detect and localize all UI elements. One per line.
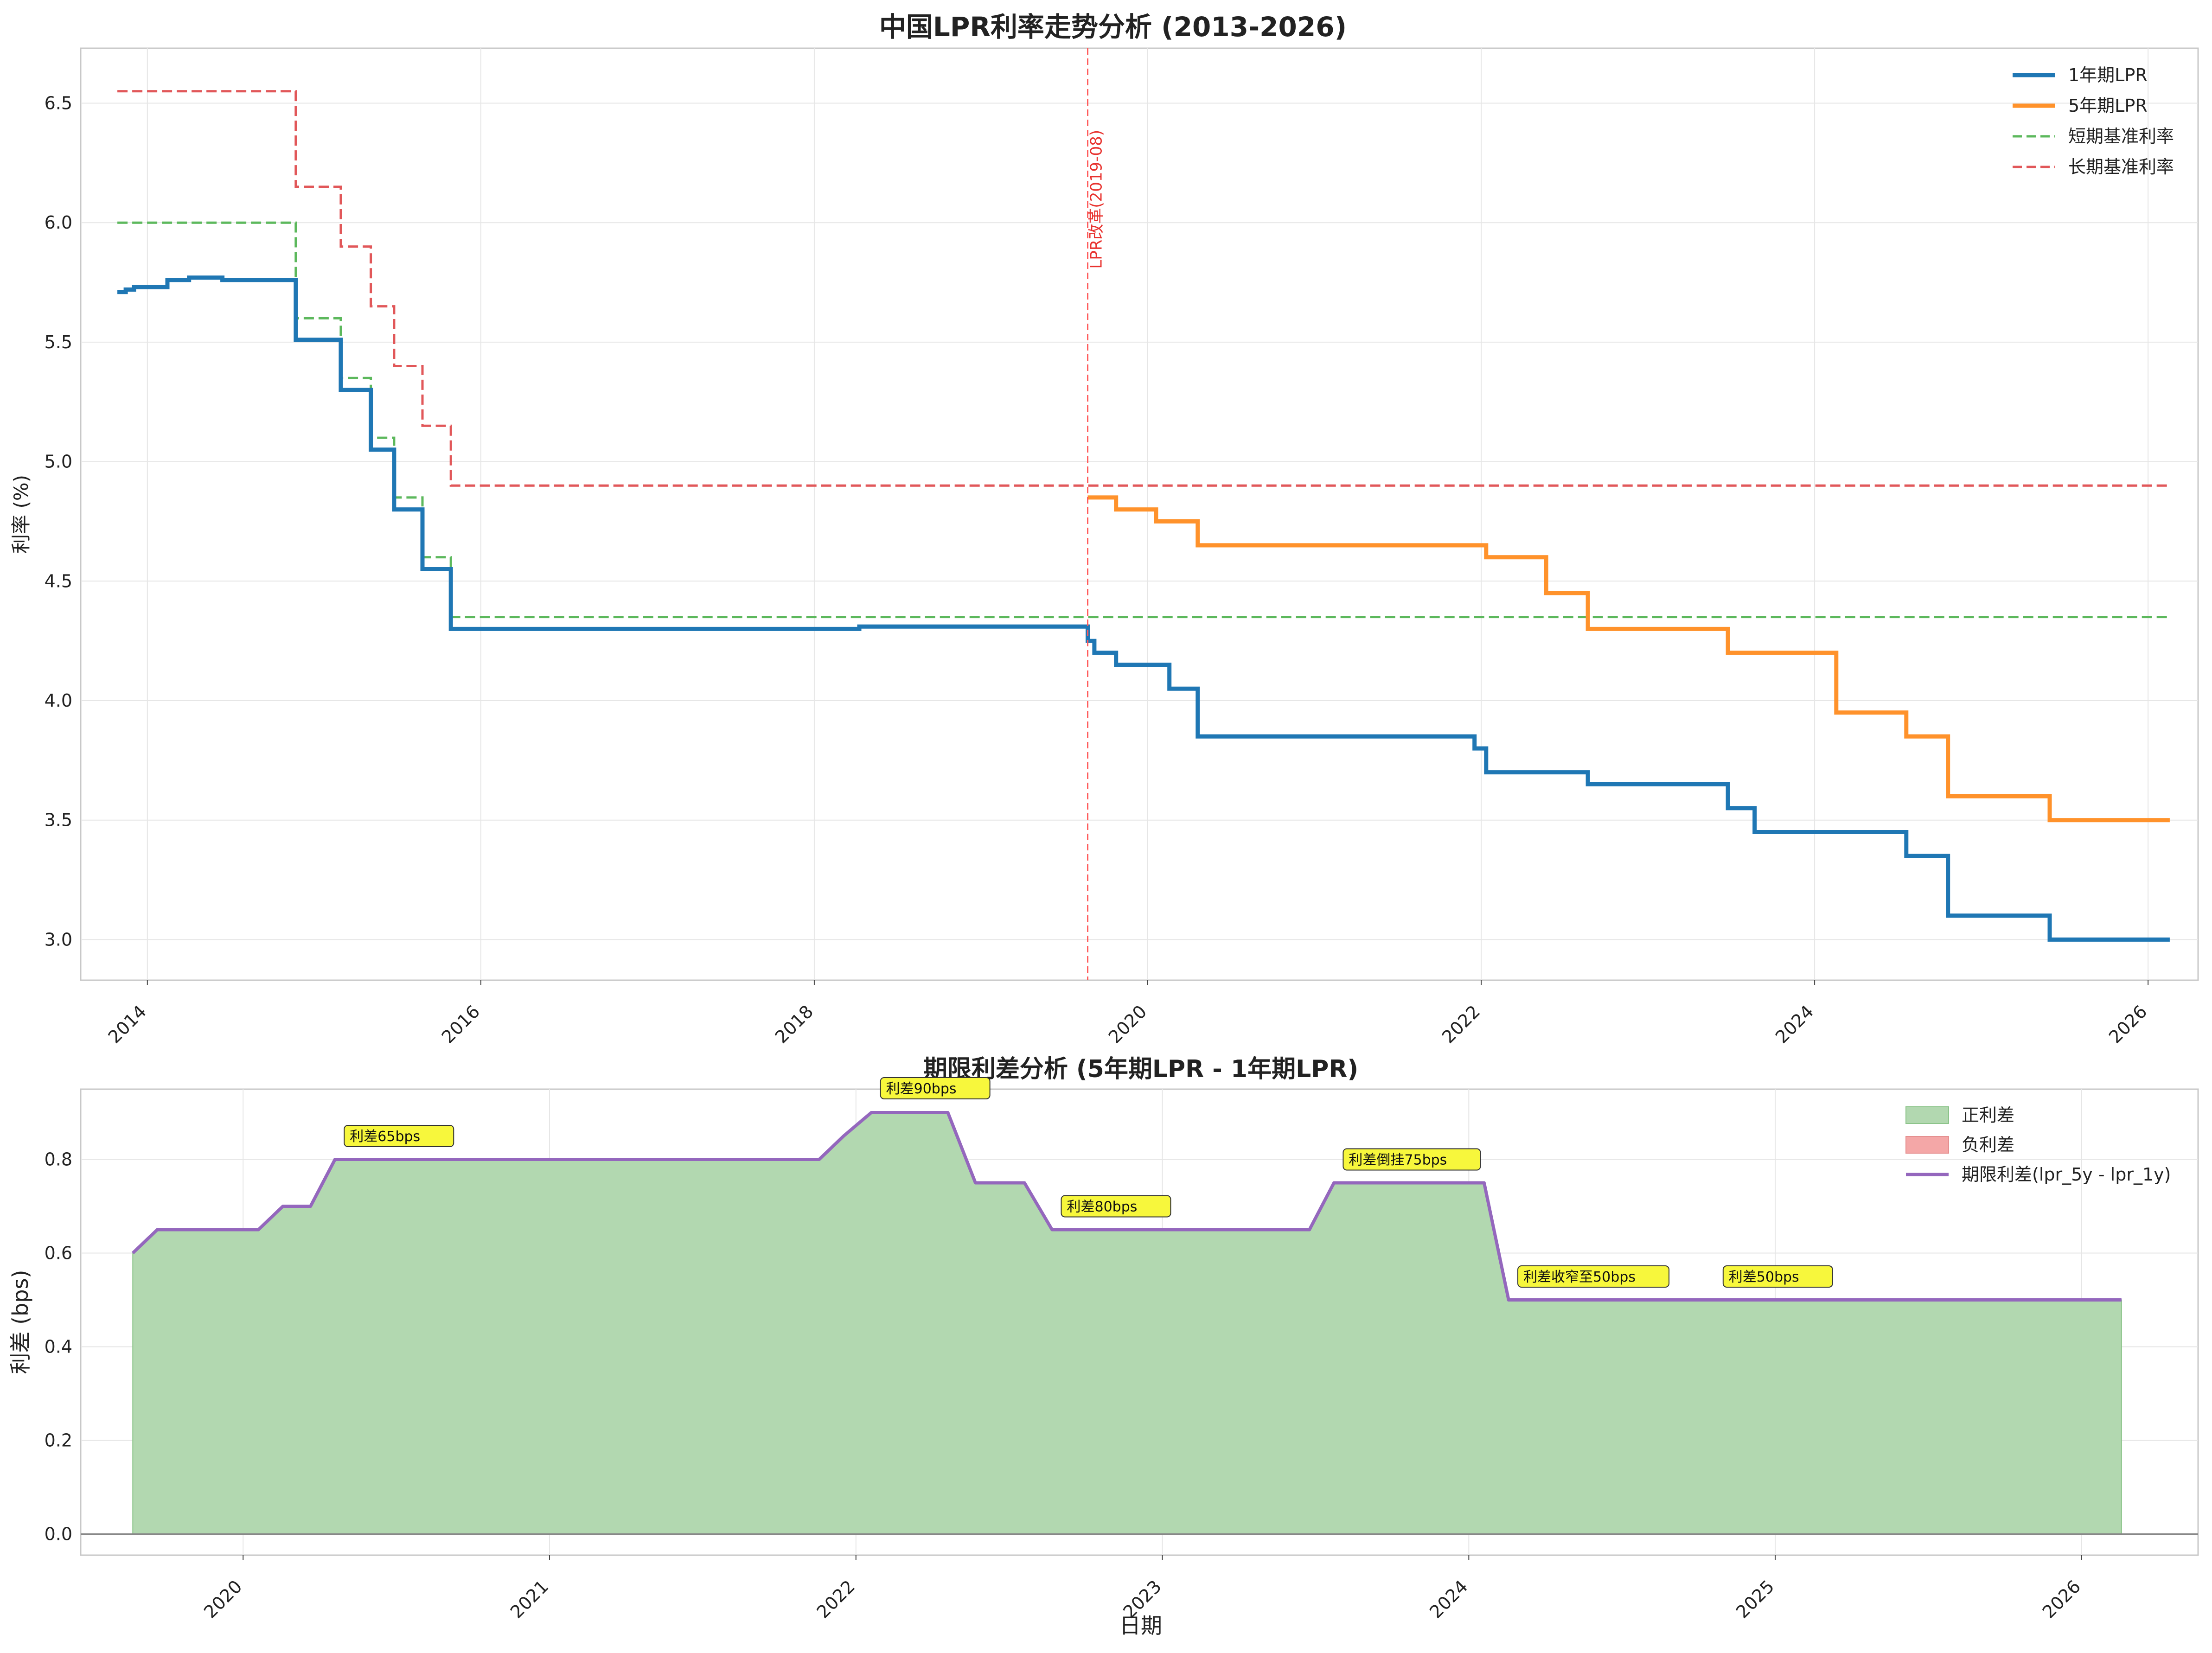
rate-trend-x-tick-label: 2022 <box>1438 1001 1484 1047</box>
legend-swatch-positive-fill <box>1905 1106 1949 1124</box>
spread-annotation-text: 利差65bps <box>350 1129 420 1145</box>
series-line-lpr-5y <box>1087 495 2170 823</box>
rate-trend-title: 中国LPR利率走势分析 (2013-2026) <box>879 11 1347 43</box>
rate-trend-y-tick-label: 3.0 <box>45 929 72 950</box>
legend-label-lpr-1y: 1年期LPR <box>2068 65 2148 85</box>
rate-trend-y-tick-label: 4.5 <box>45 571 72 591</box>
spread-annotation-text: 利差收窄至50bps <box>1523 1269 1636 1285</box>
spread-annotation-text: 利差倒挂75bps <box>1349 1152 1447 1168</box>
spread-annotation-text: 利差80bps <box>1067 1199 1138 1215</box>
spread-x-tick-label: 2021 <box>506 1576 553 1622</box>
rate-trend-panel: 中国LPR利率走势分析 (2013-2026) 利率 (%) 2014 2016 2… <box>10 11 2199 1047</box>
spread-annotation-box <box>880 1077 991 1099</box>
spread-panel: 期限利差分析 (5年期LPR - 1年期LPR) 利差 (bps) 日期 202… <box>8 1055 2199 1638</box>
spread-annotation-box <box>1061 1195 1171 1218</box>
rate-trend-series: LPR改革(2019-08) <box>117 48 2170 980</box>
legend-swatch-negative-fill <box>1905 1136 1949 1154</box>
series-line-short-base <box>117 221 2170 619</box>
spread-y-tick-label: 0.6 <box>45 1243 72 1264</box>
rate-trend-y-tick-label: 5.0 <box>45 452 72 472</box>
spread-annotation-box <box>1722 1265 1833 1288</box>
positive-spread-area <box>132 1112 2122 1535</box>
lpr-reform-label: LPR改革(2019-08) <box>1087 130 1106 269</box>
spread-x-tick-label: 2020 <box>200 1576 246 1622</box>
rate-trend-y-tick-label: 6.0 <box>45 212 72 233</box>
rate-trend-x-tick-label: 2026 <box>2105 1001 2151 1047</box>
spread-y-axis-label: 利差 (bps) <box>8 1270 33 1374</box>
spread-y-tick-label: 0.4 <box>45 1337 72 1357</box>
spread-x-tick-label: 2022 <box>813 1576 859 1622</box>
spread-x-tick-label: 2025 <box>1732 1576 1778 1622</box>
rate-trend-grid <box>81 48 2198 980</box>
spread-y-tick-label: 0.0 <box>45 1524 72 1545</box>
rate-trend-y-axis-label: 利率 (%) <box>10 475 32 554</box>
rate-trend-y-tick-label: 5.5 <box>45 332 72 352</box>
spread-annotation: 利差80bps <box>1061 1195 1171 1218</box>
rate-trend-y-tick-label: 4.0 <box>45 690 72 711</box>
rate-trend-x-tick-label: 2018 <box>771 1001 818 1047</box>
spread-y-tick-label: 0.2 <box>45 1430 72 1451</box>
spread-title: 期限利差分析 (5年期LPR - 1年期LPR) <box>923 1055 1358 1083</box>
spread-series <box>81 1111 2198 1535</box>
spread-annotation: 利差65bps <box>344 1125 454 1148</box>
spread-annotation-box <box>1343 1148 1481 1171</box>
legend-label-long-base: 长期基准利率 <box>2068 157 2174 177</box>
spread-y-tick-label: 0.8 <box>45 1149 72 1170</box>
spread-x-tick-label: 2026 <box>2039 1576 2085 1622</box>
rate-trend-y-tick-label: 3.5 <box>45 810 72 830</box>
series-line-long-base <box>117 90 2170 487</box>
rate-trend-x-tick-label: 2020 <box>1105 1001 1151 1047</box>
rate-trend-x-tick-label: 2016 <box>438 1001 484 1047</box>
spread-line <box>131 1111 2122 1302</box>
spread-annotation-text: 利差90bps <box>886 1081 957 1097</box>
spread-annotation: 利差50bps <box>1722 1265 1833 1288</box>
rate-trend-plot-frame <box>80 47 2199 981</box>
spread-plot-frame <box>80 1088 2199 1556</box>
rate-trend-x-tick-label: 2024 <box>1771 1001 1818 1047</box>
legend-label-positive-fill: 正利差 <box>1962 1105 2014 1125</box>
legend-label-lpr-5y: 5年期LPR <box>2068 96 2148 116</box>
spread-annotations: 利差65bps 利差90bps 利差80bps 利差倒挂75bps 利差收窄至50bps… <box>344 1077 1833 1288</box>
series-line-lpr-1y <box>117 275 2170 942</box>
legend-label-spread-line: 期限利差(lpr_5y - lpr_1y) <box>1962 1164 2171 1185</box>
rate-trend-y-tick-label: 6.5 <box>45 93 72 114</box>
rate-trend-x-tick-label: 2014 <box>104 1001 151 1047</box>
spread-annotation: 利差90bps <box>880 1077 991 1099</box>
spread-annotation: 利差收窄至50bps <box>1517 1265 1670 1288</box>
spread-x-axis-label: 日期 <box>1119 1613 1162 1638</box>
spread-annotation-box <box>344 1125 454 1148</box>
spread-annotation-text: 利差50bps <box>1729 1269 1799 1285</box>
spread-annotation-box <box>1517 1265 1670 1288</box>
spread-annotation: 利差倒挂75bps <box>1343 1148 1481 1171</box>
spread-x-tick-label: 2024 <box>1426 1576 1472 1622</box>
legend-label-short-base: 短期基准利率 <box>2068 126 2174 147</box>
legend-label-negative-fill: 负利差 <box>1962 1135 2014 1155</box>
